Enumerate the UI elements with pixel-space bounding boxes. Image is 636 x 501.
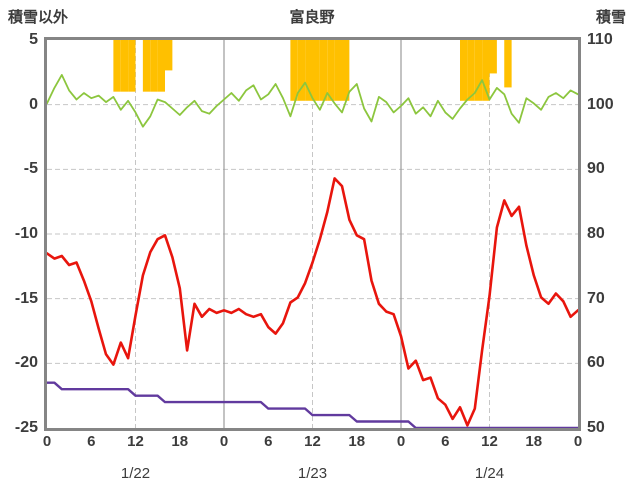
x-axis-tick: 12 (127, 433, 144, 450)
date-label: 1/23 (297, 465, 328, 482)
x-axis-tick: 6 (264, 433, 273, 450)
date-label: 1/22 (120, 465, 151, 482)
right-axis-tick: 110 (587, 31, 613, 48)
right-axis-tick: 60 (587, 354, 605, 372)
x-axis-tick: 6 (441, 433, 450, 450)
right-axis-title: 積雪 (595, 9, 626, 26)
date-label: 1/24 (474, 465, 505, 482)
x-axis-tick: 0 (42, 433, 52, 450)
x-axis-tick: 0 (396, 433, 406, 450)
plot-area (44, 37, 581, 431)
x-axis-tick: 6 (87, 433, 96, 450)
x-axis-tick: 18 (525, 433, 543, 450)
x-axis-tick: 0 (573, 433, 583, 450)
page-title: 富良野 (289, 9, 335, 26)
x-axis-tick: 18 (348, 433, 366, 450)
right-axis-tick: 50 (587, 419, 605, 436)
left-axis-title: 積雪以外 (8, 9, 69, 26)
x-axis-tick: 12 (481, 433, 498, 450)
x-axis-tick: 0 (219, 433, 229, 450)
right-axis-tick: 80 (587, 225, 605, 242)
left-axis-tick: 5 (29, 31, 38, 48)
left-axis-tick: -25 (14, 419, 38, 436)
right-axis-tick: 100 (587, 95, 614, 113)
left-axis-tick: -20 (14, 354, 38, 372)
x-axis-tick: 12 (304, 433, 321, 450)
left-axis-tick: -15 (14, 289, 38, 307)
x-axis-tick: 18 (171, 433, 189, 450)
left-axis-tick: 0 (29, 95, 38, 113)
left-axis-tick: -10 (14, 225, 38, 242)
right-axis-tick: 90 (587, 160, 605, 178)
right-axis-tick: 70 (587, 289, 605, 307)
plot-svg (47, 40, 578, 428)
left-axis-tick: -5 (23, 160, 38, 178)
